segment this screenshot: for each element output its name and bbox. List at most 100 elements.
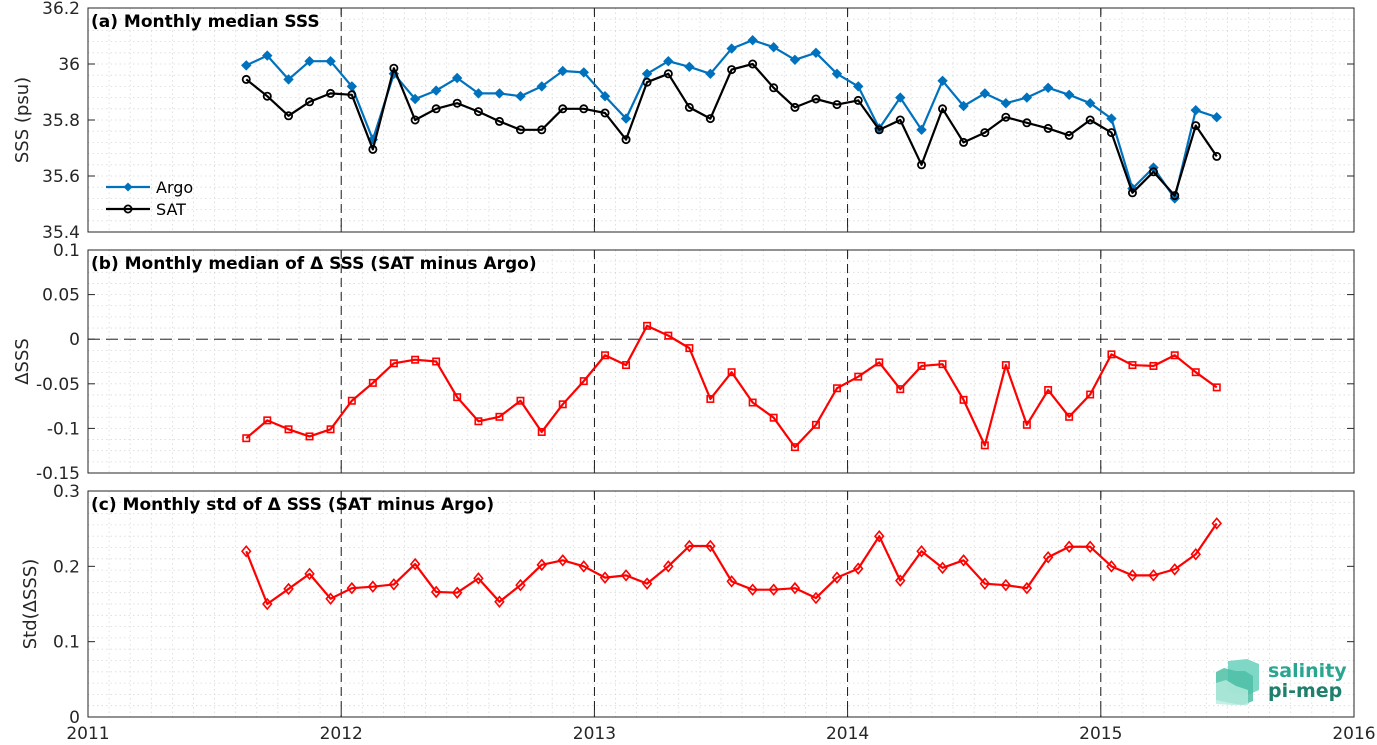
data-point — [641, 68, 653, 80]
data-point — [451, 586, 463, 599]
y-tick-label: 0.2 — [53, 557, 80, 577]
data-point — [1212, 383, 1221, 392]
panel-c: 0 0.1 0.2 0.3 2011 2012 2013 2014 2015 2016 Std(ΔS… — [20, 482, 1376, 744]
data-point — [325, 55, 336, 67]
data-point — [304, 55, 315, 67]
grid — [87, 7, 1355, 233]
data-point — [811, 94, 821, 104]
data-point — [852, 562, 864, 575]
y-tick-label: -0.15 — [36, 464, 80, 484]
data-point — [284, 111, 294, 121]
data-point — [1063, 540, 1075, 553]
data-point — [1191, 368, 1200, 377]
data-point — [916, 545, 927, 558]
data-point — [790, 102, 800, 112]
data-point — [410, 115, 420, 125]
data-point — [536, 558, 547, 572]
data-point — [262, 50, 273, 61]
data-point — [684, 102, 694, 112]
data-point — [684, 61, 695, 73]
data-point — [831, 571, 843, 584]
data-point — [937, 561, 948, 575]
data-point — [810, 47, 822, 59]
data-point — [979, 88, 991, 99]
series-delta — [241, 517, 1223, 611]
data-point — [874, 125, 884, 135]
data-point — [388, 578, 400, 591]
panel-title: (b) Monthly median of Δ SSS (SAT minus A… — [91, 254, 537, 274]
x-tick-label: 2012 — [320, 724, 363, 744]
data-point — [452, 98, 462, 108]
data-point — [1107, 350, 1116, 359]
data-point — [768, 41, 779, 53]
data-point — [304, 567, 315, 581]
data-point — [389, 359, 398, 368]
series-delta — [242, 321, 1221, 452]
data-point — [727, 65, 737, 75]
data-point — [980, 128, 990, 138]
data-point — [1063, 89, 1075, 101]
data-point — [1106, 128, 1116, 138]
data-point — [1042, 82, 1054, 94]
panel-title: (a) Monthly median SSS — [91, 12, 320, 32]
data-point — [263, 416, 272, 425]
data-point — [409, 93, 421, 105]
panel-title: (c) Monthly std of Δ SSS (SAT minus Argo… — [91, 495, 494, 515]
data-point — [474, 417, 483, 426]
data-point — [747, 34, 758, 46]
data-point — [853, 81, 864, 92]
data-point — [642, 77, 652, 87]
logo-text-pimep: pi-mep — [1268, 680, 1342, 702]
data-point — [453, 393, 462, 402]
data-point — [938, 360, 947, 369]
data-point — [431, 104, 441, 114]
data-point — [1086, 390, 1095, 399]
data-point — [515, 578, 526, 592]
data-point — [916, 124, 927, 136]
data-point — [747, 583, 758, 596]
data-point — [1022, 420, 1031, 429]
data-point — [326, 88, 336, 98]
y-tick-label: -0.05 — [36, 375, 80, 395]
data-point — [1000, 578, 1012, 592]
data-point — [1001, 361, 1010, 370]
data-point — [1190, 104, 1201, 116]
data-point — [1001, 112, 1011, 122]
data-point — [854, 372, 863, 381]
data-point — [451, 72, 463, 84]
data-point — [832, 100, 842, 110]
data-point — [347, 396, 356, 405]
data-point — [1106, 113, 1117, 124]
data-point — [241, 74, 251, 84]
data-point — [959, 395, 968, 404]
data-point — [1169, 563, 1180, 576]
y-tick-label: 36.2 — [42, 0, 80, 19]
data-point — [430, 585, 442, 599]
data-point — [1042, 551, 1054, 564]
data-point — [578, 67, 589, 78]
data-point — [367, 580, 379, 593]
data-point — [1127, 188, 1137, 198]
data-point — [979, 577, 991, 590]
data-point — [917, 361, 926, 370]
data-point — [1064, 130, 1074, 140]
data-point — [409, 557, 421, 571]
data-point — [1211, 517, 1223, 530]
data-point — [241, 60, 252, 71]
data-point — [958, 100, 969, 112]
grid — [87, 490, 1355, 718]
chart-panels: 35.4 35.6 35.8 36 36.2 SSS (psu) (a) Monthly m… — [12, 0, 1376, 744]
data-point — [1000, 97, 1012, 109]
x-tick-label: 2014 — [826, 724, 869, 744]
data-point — [959, 137, 969, 147]
legend: Argo SAT — [106, 178, 193, 219]
data-point — [284, 425, 293, 434]
data-point — [1212, 151, 1222, 161]
data-point — [684, 539, 695, 553]
data-point — [958, 554, 969, 567]
data-point — [938, 104, 948, 114]
data-point — [600, 108, 610, 118]
x-tick-label: 2011 — [66, 724, 109, 744]
x-tick-label: 2015 — [1079, 724, 1122, 744]
